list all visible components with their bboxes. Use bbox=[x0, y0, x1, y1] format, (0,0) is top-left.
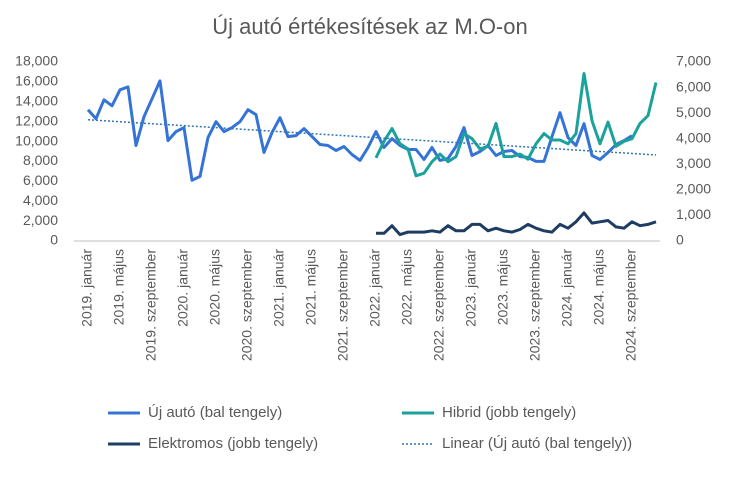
y-tick-label: 7,000 bbox=[676, 53, 711, 69]
series-line bbox=[376, 211, 657, 237]
y-tick-label: 12,000 bbox=[15, 112, 58, 128]
x-tick-label: 2021. május bbox=[303, 249, 319, 325]
y-tick-label: 6,000 bbox=[23, 172, 58, 188]
y-tick-label: 10,000 bbox=[15, 132, 58, 148]
y-tick-label: 1,000 bbox=[676, 206, 711, 222]
x-tick-label: 2024. május bbox=[591, 249, 607, 325]
series-line bbox=[374, 72, 658, 178]
x-tick-label: 2021. január bbox=[271, 249, 287, 327]
x-tick-label: 2019. szeptember bbox=[143, 249, 159, 361]
x-tick-label: 2024. szeptember bbox=[623, 249, 639, 361]
legend-label: Új autó (bal tengely) bbox=[148, 404, 282, 421]
x-tick-label: 2020. május bbox=[207, 249, 223, 325]
y-tick-label: 3,000 bbox=[676, 155, 711, 171]
trend-line bbox=[87, 118, 657, 156]
x-tick-label: 2020. szeptember bbox=[239, 249, 255, 361]
y-tick-label: 6,000 bbox=[676, 78, 711, 94]
y-tick-label: 0 bbox=[50, 232, 58, 248]
y-tick-label: 8,000 bbox=[23, 152, 58, 168]
x-tick-label: 2024. január bbox=[559, 249, 575, 327]
y-tick-label: 4,000 bbox=[23, 192, 58, 208]
x-tick-label: 2023. szeptember bbox=[527, 249, 543, 361]
x-tick-label: 2023. május bbox=[495, 249, 511, 325]
x-tick-label: 2021. szeptember bbox=[335, 249, 351, 361]
legend-label: Elektromos (jobb tengely) bbox=[148, 435, 318, 452]
x-tick-label: 2023. január bbox=[463, 249, 479, 327]
y-tick-label: 4,000 bbox=[676, 129, 711, 145]
x-tick-label: 2022. május bbox=[399, 249, 415, 325]
y-tick-label: 2,000 bbox=[23, 212, 58, 228]
chart-title: Új autó értékesítések az M.O-on bbox=[212, 14, 527, 39]
series-line bbox=[86, 79, 633, 182]
x-tick-label: 2020. január bbox=[175, 249, 191, 327]
x-tick-label: 2019. január bbox=[79, 249, 95, 327]
y-tick-label: 18,000 bbox=[15, 53, 58, 69]
y-tick-label: 5,000 bbox=[676, 104, 711, 120]
legend-label: Linear (Új autó (bal tengely)) bbox=[442, 435, 632, 452]
x-tick-label: 2022. január bbox=[367, 249, 383, 327]
y-tick-label: 14,000 bbox=[15, 92, 58, 108]
y-tick-label: 2,000 bbox=[676, 181, 711, 197]
legend-label: Hibrid (jobb tengely) bbox=[442, 404, 576, 421]
x-tick-label: 2022. szeptember bbox=[431, 249, 447, 361]
x-tick-label: 2019. május bbox=[111, 249, 127, 325]
y-tick-label: 16,000 bbox=[15, 73, 58, 89]
y-tick-label: 0 bbox=[676, 232, 684, 248]
